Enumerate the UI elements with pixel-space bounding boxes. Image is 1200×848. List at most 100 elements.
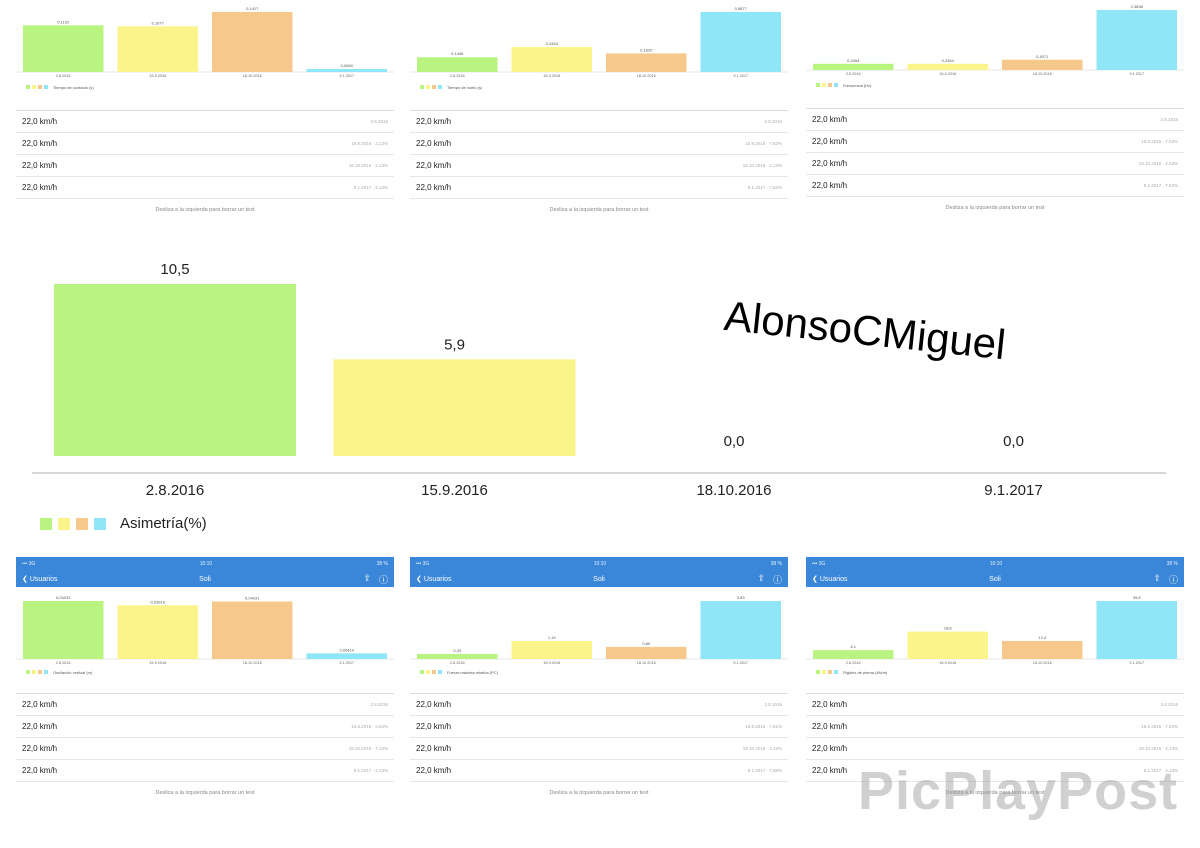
list-item[interactable]: 22,0 km/h 15.9.2016 · 2,13% — [16, 133, 394, 155]
row-meta: 15.9.2016 · 2,13% — [351, 141, 388, 146]
chart-bar — [212, 601, 293, 659]
list-item[interactable]: 22,0 km/h 18.10.2016 · 7,13% — [16, 738, 394, 760]
row-speed: 22,0 km/h — [416, 700, 452, 709]
row-meta: 2.8.2016 — [764, 702, 782, 707]
list-item[interactable]: 22,0 km/h 2.8.2016 — [16, 111, 394, 133]
legend-label: Fuerza máxima relativa (PC) — [447, 669, 498, 675]
chart-bar — [117, 605, 198, 659]
x-tick-label: 2.8.2016 — [846, 72, 861, 76]
list-item[interactable]: 22,0 km/h 15.9.2016 · 3,64% — [16, 716, 394, 738]
swipe-hint: Desliza a la izquierda para borrar un te… — [549, 790, 649, 796]
list-item[interactable]: 22,0 km/h 2.8.2016 — [806, 694, 1184, 716]
list-item[interactable]: 22,0 km/h 18.10.2016 · 2,13% — [410, 155, 788, 177]
list-item[interactable]: 22,0 km/h 15.9.2016 · 7,53% — [410, 133, 788, 155]
list-item[interactable]: 22,0 km/h 18.10.2016 · 4,13% — [410, 738, 788, 760]
chart-bar — [333, 359, 576, 456]
list-item[interactable]: 22,0 km/h 18.10.2016 · 2,13% — [806, 738, 1184, 760]
row-speed: 22,0 km/h — [416, 161, 452, 170]
list-item[interactable]: 22,0 km/h 15.9.2016 · 7,53% — [806, 716, 1184, 738]
list-item[interactable]: 22,0 km/h 9.1.2017 · 7,53% — [410, 177, 788, 199]
bar-value-label: 0,04233 — [56, 595, 71, 600]
info-icon[interactable]: ⓘ — [378, 574, 388, 585]
list-item[interactable]: 22,0 km/h 15.9.2016 · 7,53% — [806, 131, 1184, 153]
list-item[interactable]: 22,0 km/h 9.1.2017 · 2,13% — [16, 760, 394, 782]
swipe-hint: Desliza a la izquierda para borrar un te… — [549, 207, 649, 213]
bar-chart-vertical-oscillation: 0,04233 2.8.2016 0,03916 15.9.2016 0,04191 18… — [16, 595, 394, 665]
x-tick-label: 18.10.2016 — [637, 74, 656, 78]
chart-bar — [511, 640, 592, 659]
list-item[interactable]: 22,0 km/h 9.1.2017 · 7,88% — [410, 760, 788, 782]
x-tick-label: 18.10.2016 — [696, 482, 771, 499]
nav-bar: ❮ Usuarios Soli ⇧ ⓘ — [410, 571, 788, 587]
share-icon[interactable]: ⇧ — [757, 572, 765, 583]
list-item[interactable]: 22,0 km/h 9.1.2017 · 2,13% — [16, 177, 394, 199]
x-tick-label: 18.10.2016 — [243, 74, 262, 78]
status-carrier: ••• 3G — [416, 561, 430, 567]
x-tick-label: 15.9.2016 — [149, 661, 166, 665]
panel-frequency: 0,2454 2.8.2016 0,2454 15.9.2016 0,4071 18.10… — [806, 0, 1184, 211]
share-icon[interactable]: ⇧ — [363, 572, 371, 583]
row-speed: 22,0 km/h — [812, 181, 848, 190]
x-tick-label: 2.8.2016 — [56, 661, 71, 665]
panel-contact-time: 0,1102 2.8.2016 0,1077 15.9.2016 0,1417 18.10… — [16, 0, 394, 213]
x-tick-label: 18.10.2016 — [1033, 72, 1052, 76]
list-item[interactable]: 22,0 km/h 2.8.2016 — [410, 111, 788, 133]
swipe-hint: Desliza a la izquierda para borrar un te… — [155, 790, 255, 796]
row-speed: 22,0 km/h — [416, 766, 452, 775]
list-item[interactable]: 22,0 km/h 18.10.2016 · 2,13% — [16, 155, 394, 177]
row-speed: 22,0 km/h — [812, 115, 848, 124]
legend-swatch-yellow — [426, 85, 430, 89]
row-speed: 22,0 km/h — [416, 722, 452, 731]
back-button[interactable]: ❮ Usuarios — [812, 575, 848, 584]
panel-flight-time: 0,1445 2.8.2016 0,2444 15.9.2016 0,1820 18.10… — [410, 0, 788, 213]
x-tick-label: 18.10.2016 — [637, 661, 656, 665]
row-meta: 2.8.2016 — [370, 119, 388, 124]
list-item[interactable]: 22,0 km/h 9.1.2017 · 7,53% — [806, 175, 1184, 197]
list-item[interactable]: 22,0 km/h 2.8.2016 — [16, 694, 394, 716]
bar-value-label: 0,1102 — [57, 19, 70, 24]
row-speed: 22,0 km/h — [416, 139, 452, 148]
status-bar: ••• 3G 10:10 38 % — [16, 557, 394, 571]
list-item[interactable]: 22,0 km/h 18.10.2016 · 2,53% — [806, 153, 1184, 175]
share-icon[interactable]: ⇧ — [1153, 572, 1161, 583]
row-meta: 18.10.2016 · 2,13% — [742, 163, 782, 168]
x-tick-label: 15.9.2016 — [939, 661, 956, 665]
back-button[interactable]: ❮ Usuarios — [22, 575, 58, 584]
chart-bar — [907, 631, 988, 659]
row-speed: 22,0 km/h — [812, 744, 848, 753]
chart-bar — [813, 63, 894, 70]
back-button[interactable]: ❮ Usuarios — [416, 575, 452, 584]
info-icon[interactable]: ⓘ — [1168, 574, 1178, 585]
row-speed: 22,0 km/h — [22, 117, 58, 126]
row-meta: 9.1.2017 · 2,13% — [1143, 768, 1178, 773]
list-item[interactable]: 22,0 km/h 2.8.2016 — [410, 694, 788, 716]
chart-bar — [23, 601, 104, 659]
x-tick-label: 2.8.2016 — [146, 482, 204, 499]
legend-swatch-orange — [38, 85, 42, 89]
row-meta: 15.9.2016 · 7,53% — [1141, 139, 1178, 144]
swipe-hint: Desliza a la izquierda para borrar un te… — [945, 205, 1045, 211]
chart-legend: Fuerza máxima relativa (PC) — [410, 667, 788, 677]
row-speed: 22,0 km/h — [22, 183, 58, 192]
legend-swatch-cyan — [834, 83, 838, 87]
list-item[interactable]: 22,0 km/h 15.9.2016 · 7,61% — [410, 716, 788, 738]
bar-value-label: 39,8 — [1133, 595, 1142, 600]
chart-bar — [23, 25, 104, 73]
legend-label: Tiempo de contacto (s) — [53, 84, 94, 90]
legend-swatch-orange — [38, 670, 42, 674]
list-item[interactable]: 22,0 km/h 2.8.2016 — [806, 109, 1184, 131]
legend-label: Oscilación vertical (m) — [53, 669, 93, 675]
row-meta: 9.1.2017 · 7,53% — [747, 185, 782, 190]
info-icon[interactable]: ⓘ — [772, 574, 782, 585]
legend-swatch-cyan — [834, 670, 838, 674]
legend-swatch-orange — [828, 83, 832, 87]
chart-bar — [1002, 59, 1083, 70]
bar-value-label: 0,0 — [724, 433, 745, 450]
test-list: 22,0 km/h 2.8.2016 22,0 km/h 15.9.2016 · 7… — [806, 693, 1184, 782]
row-speed: 22,0 km/h — [812, 137, 848, 146]
status-time: 10:10 — [593, 561, 607, 567]
list-item[interactable]: 22,0 km/h 9.1.2017 · 2,13% — [806, 760, 1184, 782]
bar-value-label: 0,1077 — [152, 20, 165, 25]
row-meta: 15.9.2016 · 7,53% — [1141, 724, 1178, 729]
legend-swatch-green — [816, 670, 820, 674]
